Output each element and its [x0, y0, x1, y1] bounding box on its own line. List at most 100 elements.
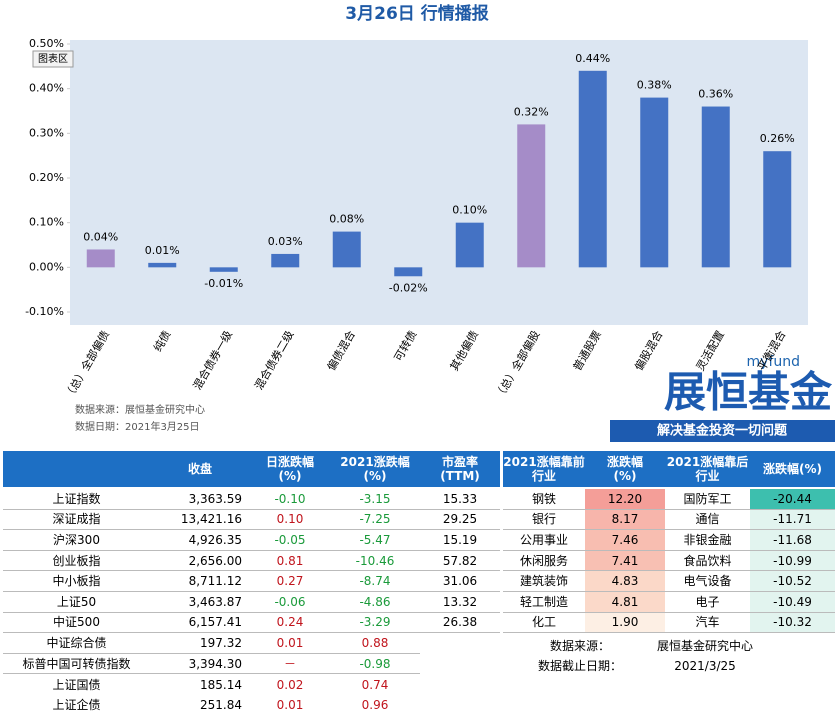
bar	[578, 70, 607, 268]
note: 数据截止日期：	[537, 659, 622, 673]
cell: 4.81	[585, 592, 665, 613]
cell: 15.19	[420, 530, 500, 551]
cell: 0.74	[361, 677, 389, 692]
note: 展恒基金研究中心	[656, 639, 753, 653]
logo-slogan: 解决基金投资一切问题	[656, 423, 788, 439]
logo-small: myfund	[747, 354, 800, 370]
cell: 0.27	[250, 571, 330, 592]
cell: －	[250, 654, 330, 675]
header-bg	[503, 451, 835, 487]
cell: 15.33	[420, 489, 500, 510]
value-label: 0.03%	[268, 235, 303, 248]
cell: 0.88	[330, 633, 420, 654]
x-tick-label: （总）全部偏债	[61, 328, 112, 402]
plot-area	[70, 40, 808, 325]
chart-title: 3月26日 行情播报	[345, 3, 488, 24]
y-tick-label: 0.40%	[29, 82, 64, 95]
cell: 251.84	[200, 698, 242, 713]
cell: 29.25	[420, 510, 500, 531]
cell: 7.46	[585, 530, 665, 551]
cell: -5.47	[330, 530, 420, 551]
cell: 汽车	[665, 613, 750, 634]
bar	[394, 267, 423, 277]
cell: 建筑装饰	[503, 571, 585, 592]
x-tick-label: 偏股混合	[631, 328, 665, 373]
cell: 26.38	[420, 613, 500, 634]
y-tick-label: -0.10%	[25, 305, 64, 318]
x-tick-label: （总）全部偏股	[492, 328, 543, 402]
cell: 197.32	[150, 633, 250, 654]
value-label: 0.26%	[760, 132, 795, 145]
cell: 57.82	[420, 551, 500, 572]
header: 2021涨幅靠前 行业	[503, 455, 585, 483]
x-tick-label: 纯债	[150, 328, 173, 354]
cell: 食品饮料	[665, 551, 750, 572]
cell: 13,421.16	[150, 510, 250, 531]
cell: -8.74	[330, 571, 420, 592]
header-bg	[3, 451, 500, 487]
cell: 中证500	[3, 613, 150, 634]
cell: -20.44	[750, 489, 835, 510]
cell: 0.10	[250, 510, 330, 531]
cell: 电子	[665, 592, 750, 613]
cell: -4.86	[330, 592, 420, 613]
cell: -10.32	[750, 612, 835, 634]
bar	[271, 253, 300, 268]
x-tick-label: 灵活配置	[694, 329, 727, 374]
cell: -0.98	[330, 654, 420, 675]
cell: 0.81	[250, 551, 330, 572]
x-tick-label: 偏债混合	[324, 328, 358, 373]
cell: 3,463.87	[150, 592, 250, 613]
y-tick-label: 0.00%	[29, 260, 64, 273]
cell: 1.90	[585, 612, 665, 634]
cell: 0.02	[276, 677, 304, 692]
header: 市盈率 (TTM)	[440, 455, 480, 483]
cell: 沪深300	[3, 530, 150, 551]
cell: -7.25	[330, 510, 420, 531]
logo-band	[610, 420, 835, 442]
cell: 非银金融	[665, 530, 750, 551]
bar	[763, 151, 792, 268]
note: 数据来源：	[549, 639, 610, 653]
y-tick-label: 0.30%	[29, 126, 64, 139]
cell: 轻工制造	[503, 592, 585, 613]
logo-name: 展恒基金	[664, 368, 833, 417]
cell: -11.71	[750, 509, 835, 531]
x-tick-label: 混合债券二级	[251, 328, 296, 392]
bar	[455, 222, 484, 268]
value-label: 0.32%	[514, 105, 549, 118]
bar	[148, 262, 177, 268]
cell: -3.29	[330, 613, 420, 634]
cell: 13.32	[420, 592, 500, 613]
cell: 深证成指	[3, 510, 150, 531]
cell: 通信	[665, 510, 750, 531]
bar	[701, 106, 730, 268]
bar	[86, 249, 115, 268]
cell: 上证企债	[52, 698, 101, 713]
value-label: 0.44%	[575, 52, 610, 65]
x-tick-label: 普通股票	[570, 328, 604, 373]
x-tick-label: 其他偏债	[447, 328, 481, 373]
note: 2021/3/25	[674, 659, 736, 673]
header: 日涨跌幅 (%)	[265, 455, 314, 483]
x-tick-label: 混合债券一级	[190, 328, 235, 392]
cell: 银行	[503, 510, 585, 531]
cell: 标普中国可转债指数	[3, 654, 150, 675]
value-label: 0.10%	[452, 204, 487, 217]
cell: 公用事业	[503, 530, 585, 551]
cell: 上证50	[3, 592, 150, 613]
cell: -0.06	[250, 592, 330, 613]
header: 涨跌幅 (%)	[606, 455, 643, 483]
bar	[640, 97, 669, 268]
y-tick-label: 0.10%	[29, 216, 64, 229]
cell: 上证国债	[52, 677, 101, 692]
header: 2021涨幅靠后 行业	[666, 455, 749, 483]
value-label: 0.38%	[637, 79, 672, 92]
cell: 31.06	[420, 571, 500, 592]
cell: 6,157.41	[150, 613, 250, 634]
value-label: 0.08%	[329, 213, 364, 226]
chart: 3月26日 行情播报 图表区 数据来源：展恒基金研究中心 数据日期：2021年3…	[25, 3, 835, 442]
header: 2021涨跌幅 (%)	[340, 455, 410, 483]
cell: -10.49	[750, 592, 835, 613]
